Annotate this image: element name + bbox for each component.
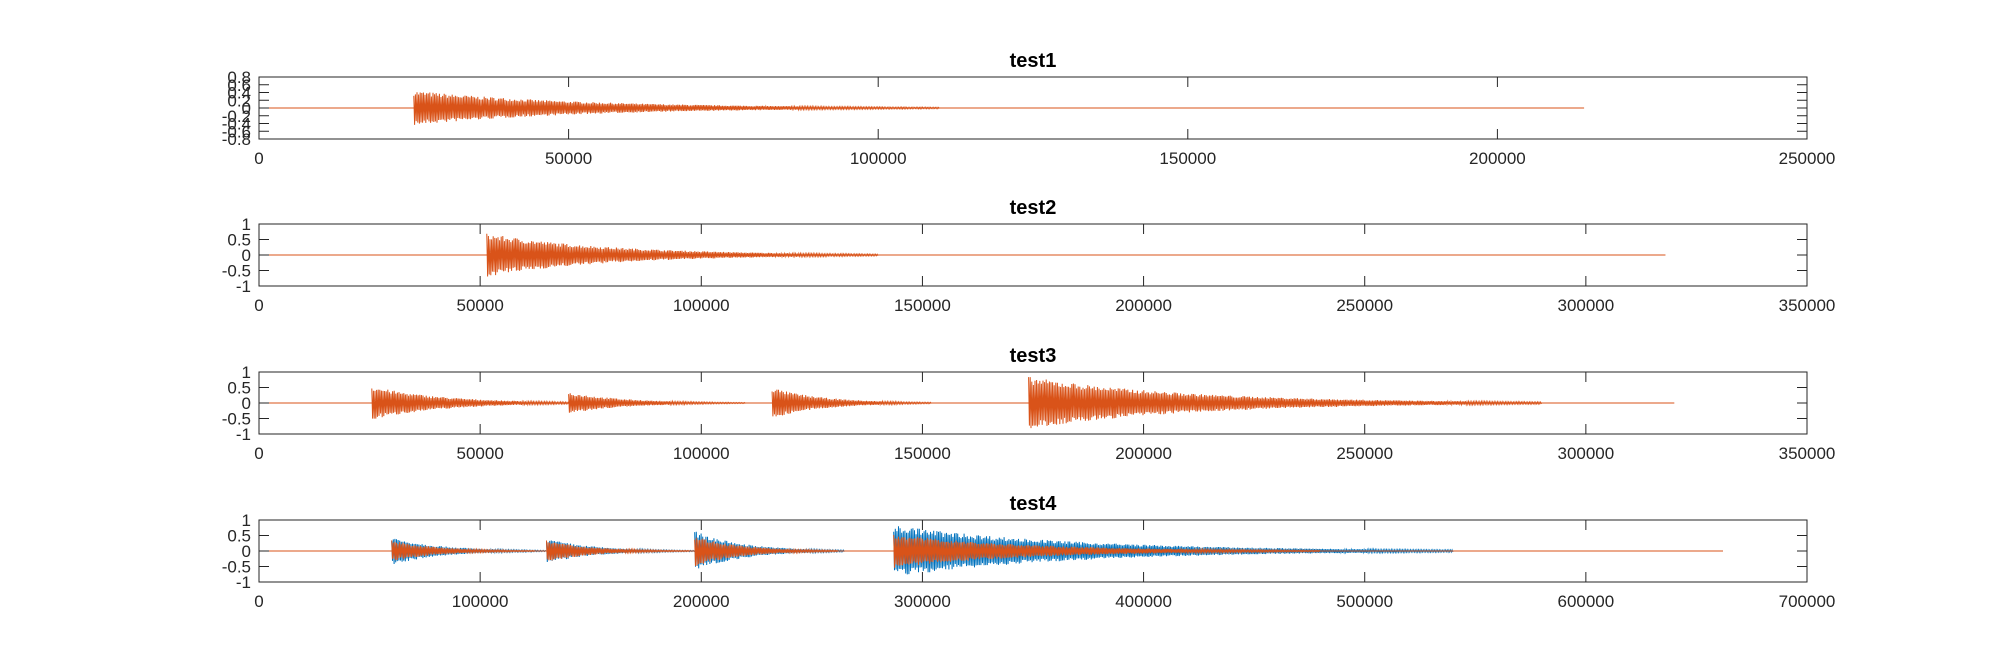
signal-burst-2 bbox=[568, 393, 746, 413]
y-tick-label: -0.5 bbox=[222, 558, 251, 577]
x-tick-label: 0 bbox=[254, 592, 263, 611]
x-tick-label: 0 bbox=[254, 444, 263, 463]
x-tick-label: 300000 bbox=[894, 592, 951, 611]
y-tick-label: 0.5 bbox=[227, 231, 251, 250]
y-tick-label: -0.8 bbox=[222, 130, 251, 149]
signal-burst-1 bbox=[413, 92, 940, 125]
x-tick-label: 100000 bbox=[673, 296, 730, 315]
y-tick-label: 1 bbox=[242, 363, 251, 382]
signal-burst-4 bbox=[893, 534, 1321, 568]
subplot-title: test3 bbox=[1010, 345, 1057, 367]
x-tick-label: 200000 bbox=[1469, 149, 1526, 168]
x-tick-label: 250000 bbox=[1336, 296, 1393, 315]
subplot-title: test2 bbox=[1010, 197, 1057, 219]
x-tick-label: 200000 bbox=[1115, 444, 1172, 463]
x-tick-label: 50000 bbox=[545, 149, 592, 168]
y-tick-label: 1 bbox=[242, 215, 251, 234]
x-tick-label: 350000 bbox=[1779, 296, 1836, 315]
y-tick-label: -0.5 bbox=[222, 410, 251, 429]
x-tick-label: 350000 bbox=[1779, 444, 1836, 463]
x-tick-label: 150000 bbox=[894, 296, 951, 315]
subplot-test3: test3 0 50000 100000 150000 200000 250000 30000… bbox=[222, 345, 1836, 463]
y-tick-label: 0.6 bbox=[227, 76, 251, 95]
y-tick-label: -0.4 bbox=[222, 115, 251, 134]
series-1 bbox=[259, 377, 1675, 429]
x-tick-label: 0 bbox=[254, 296, 263, 315]
signal-burst-1 bbox=[486, 233, 879, 277]
x-tick-label: 500000 bbox=[1336, 592, 1393, 611]
y-tick-label: 0 bbox=[242, 246, 251, 265]
x-tick-label: 200000 bbox=[673, 592, 730, 611]
x-tick-label: 150000 bbox=[1159, 149, 1216, 168]
x-tick-label: 700000 bbox=[1779, 592, 1836, 611]
x-tick-label: 150000 bbox=[894, 444, 951, 463]
y-tick-label: 0.4 bbox=[227, 84, 251, 103]
y-tick-label: 0.5 bbox=[227, 527, 251, 546]
x-tick-label: 250000 bbox=[1779, 149, 1836, 168]
x-tick-label: 250000 bbox=[1336, 444, 1393, 463]
signal-burst-2 bbox=[546, 540, 691, 561]
subplot-title: test1 bbox=[1010, 50, 1057, 72]
x-tick-label: 100000 bbox=[673, 444, 730, 463]
y-tick-label: -0.6 bbox=[222, 122, 251, 141]
signal-burst-3 bbox=[694, 537, 839, 567]
x-tick-label: 400000 bbox=[1115, 592, 1172, 611]
series-1 bbox=[259, 233, 1666, 277]
x-tick-label: 50000 bbox=[457, 444, 504, 463]
x-tick-label: 200000 bbox=[1115, 296, 1172, 315]
subplot-test4: test4 0 100000 200000 300000 400000 500000 6000… bbox=[222, 493, 1836, 611]
y-tick-label: -0.5 bbox=[222, 262, 251, 281]
y-tick-label: 0 bbox=[242, 99, 251, 118]
x-tick-label: 100000 bbox=[452, 592, 509, 611]
signal-burst-3 bbox=[771, 389, 932, 417]
signal-burst-1 bbox=[391, 540, 536, 561]
x-tick-label: 300000 bbox=[1557, 296, 1614, 315]
signal-burst-1 bbox=[371, 388, 591, 419]
y-tick-label: 1 bbox=[242, 511, 251, 530]
y-tick-label: 0.5 bbox=[227, 379, 251, 398]
series-2 bbox=[259, 534, 1723, 568]
y-tick-label: -0.2 bbox=[222, 107, 251, 126]
y-tick-label: -1 bbox=[236, 573, 251, 592]
x-tick-label: 600000 bbox=[1557, 592, 1614, 611]
subplot-title: test4 bbox=[1010, 493, 1058, 515]
x-tick-label: 100000 bbox=[850, 149, 907, 168]
series-1 bbox=[259, 92, 1585, 125]
y-tick-label: -1 bbox=[236, 425, 251, 444]
y-tick-label: 0 bbox=[242, 394, 251, 413]
x-tick-label: 50000 bbox=[457, 296, 504, 315]
x-tick-label: 0 bbox=[254, 149, 263, 168]
y-tick-label: 0 bbox=[242, 542, 251, 561]
y-tick-label: -1 bbox=[236, 277, 251, 296]
subplot-test2: test2 0 50000 100000 150000 200000 250000 30000… bbox=[222, 197, 1836, 315]
y-tick-label: 0.2 bbox=[227, 91, 251, 110]
x-tick-label: 300000 bbox=[1557, 444, 1614, 463]
y-tick-label: 0.8 bbox=[227, 68, 251, 87]
signal-burst-4 bbox=[1028, 377, 1542, 429]
